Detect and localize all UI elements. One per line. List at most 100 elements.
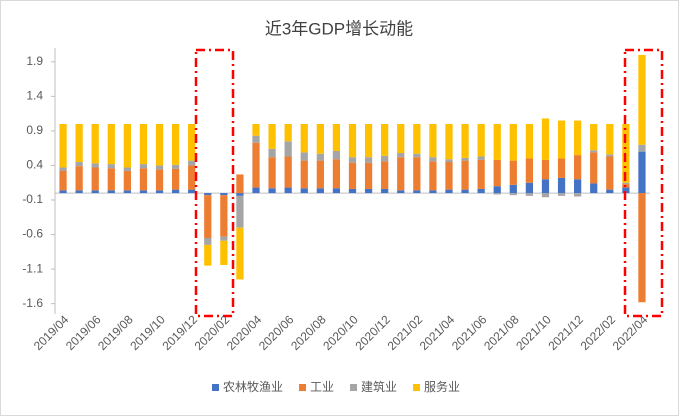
bar-segment xyxy=(397,157,405,191)
legend-label: 工业 xyxy=(310,380,334,394)
bar-segment xyxy=(574,193,582,197)
bar-segment xyxy=(300,160,308,189)
bar-segment xyxy=(91,167,99,191)
bar-segment xyxy=(139,164,148,169)
legend-label: 服务业 xyxy=(424,379,460,394)
legend-swatch xyxy=(350,384,358,391)
bar-segment xyxy=(574,120,582,156)
bar-segment xyxy=(429,124,437,158)
bar-segment xyxy=(59,170,67,191)
bar-segment xyxy=(155,190,164,194)
bar-segment xyxy=(300,124,308,153)
bar-segment xyxy=(477,124,485,157)
bar-segment xyxy=(541,193,550,198)
bar-segment xyxy=(397,153,405,158)
bar-segment xyxy=(204,195,212,238)
bar-segment xyxy=(493,186,501,194)
legend-swatch xyxy=(299,384,307,391)
bar-segment xyxy=(509,184,517,194)
bar-segment xyxy=(413,157,421,191)
bar-segment xyxy=(381,124,389,156)
legend-label: 农林牧渔业 xyxy=(223,380,283,394)
bar-segment xyxy=(155,169,164,191)
bar-segment xyxy=(252,124,260,136)
bar-segment xyxy=(284,141,292,157)
bar-segment xyxy=(75,162,83,167)
bar-segment xyxy=(606,124,614,155)
bar-segment xyxy=(268,148,276,158)
bar-segment xyxy=(397,190,405,194)
bar-segment xyxy=(525,158,534,183)
bar-segment xyxy=(188,160,196,166)
bar-segment xyxy=(364,188,373,194)
bar-segment xyxy=(75,166,83,191)
bar-segment xyxy=(139,124,148,165)
bar-segment xyxy=(445,124,453,160)
bar-segment xyxy=(155,165,164,170)
bar-segment xyxy=(461,160,469,190)
bar-segment xyxy=(268,124,276,149)
bar-segment xyxy=(590,124,598,151)
bar-segment xyxy=(316,160,324,189)
y-tick-label: 0.9 xyxy=(26,123,43,137)
bar-segment xyxy=(590,183,598,194)
bar-segment xyxy=(91,163,99,168)
bar-segment xyxy=(348,188,357,194)
bar-segment xyxy=(461,189,469,194)
bar-segment xyxy=(268,157,276,189)
bar-segment xyxy=(123,167,131,171)
bar-segment xyxy=(236,195,244,228)
bar-segment xyxy=(541,118,550,160)
legend-label: 建筑业 xyxy=(361,379,397,394)
bar-segment xyxy=(75,190,83,194)
bar-segment xyxy=(348,162,357,189)
bar-segment xyxy=(284,124,292,142)
bar-segment xyxy=(477,156,485,160)
bar-segment xyxy=(413,124,421,154)
bar-segment xyxy=(525,193,534,196)
bar-segment xyxy=(284,156,292,188)
bar-segment xyxy=(445,162,453,190)
y-tick-label: -1.6 xyxy=(22,296,43,310)
bar-segment xyxy=(477,188,485,194)
bar-segment xyxy=(397,124,405,154)
chart-title: 近3年GDP增长动能 xyxy=(265,19,413,38)
bar-segment xyxy=(107,124,115,165)
legend-swatch xyxy=(212,384,219,391)
bar-segment xyxy=(91,124,99,164)
bar-segment xyxy=(348,124,357,158)
y-tick-label: -0.6 xyxy=(22,227,43,241)
bar-segment xyxy=(509,193,517,196)
bar-segment xyxy=(220,236,228,241)
y-tick-label: 1.9 xyxy=(26,54,43,68)
bar-segment xyxy=(171,168,180,190)
bar-segment xyxy=(509,160,517,185)
bar-segment xyxy=(204,193,212,196)
bar-segment xyxy=(622,182,630,185)
bar-segment xyxy=(429,161,437,191)
bar-segment xyxy=(461,124,469,158)
bar-segment xyxy=(557,193,566,196)
bar-segment xyxy=(622,187,630,194)
bar-segment xyxy=(107,168,115,191)
bar-segment xyxy=(316,124,324,154)
bar-segment xyxy=(493,124,501,160)
bar-segment xyxy=(525,124,534,159)
bar-segment xyxy=(155,124,164,166)
bar-segment xyxy=(252,142,260,188)
bar-segment xyxy=(557,120,566,159)
bar-segment xyxy=(638,144,646,152)
bar-segment xyxy=(364,162,373,189)
bar-segment xyxy=(107,164,115,169)
bar-segment xyxy=(139,168,148,191)
bar-segment xyxy=(332,159,341,189)
bar-segment xyxy=(188,165,196,190)
bar-segment xyxy=(445,189,453,194)
bar-segment xyxy=(236,174,244,194)
bar-segment xyxy=(188,189,196,194)
bar-segment xyxy=(541,159,550,180)
bar-segment xyxy=(381,188,389,194)
bar-segment xyxy=(525,182,534,194)
